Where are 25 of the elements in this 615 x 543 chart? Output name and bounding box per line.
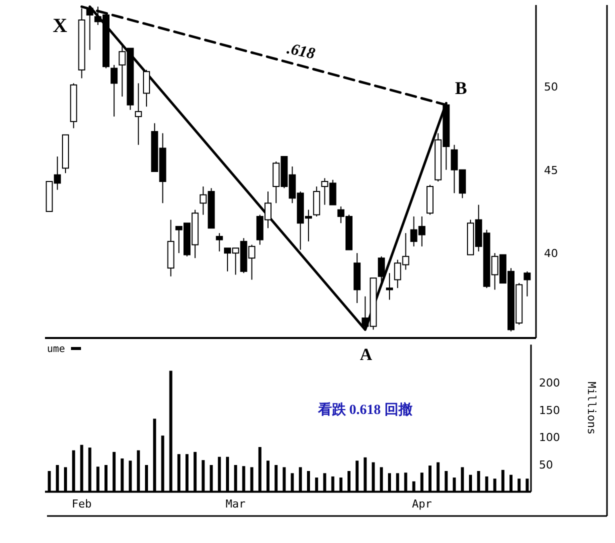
candlestick [143,69,150,108]
legend-label: ume [47,344,66,355]
y-tick-label: 200 [539,376,560,390]
annotation: A [360,345,373,364]
x-tick-label: Feb [72,498,92,511]
y-tick-label: 50 [539,458,553,472]
y-tick-label: 40 [544,247,558,260]
y-axis-title: Millions [585,382,598,435]
y-tick-label: 50 [544,80,558,94]
y-tick-label: 45 [544,164,558,177]
candlestick [524,270,531,297]
y-tick-label: 150 [539,404,560,417]
annotation: .618 [285,40,316,63]
candlestick [313,186,320,217]
annotation: X [52,15,68,37]
y-tick-label: 100 [539,431,560,444]
x-tick-label: Apr [412,498,432,511]
candlestick [378,256,385,284]
candlestick [386,272,393,300]
annotation: B [454,78,468,98]
candlestick [134,82,142,146]
x-tick-label: Mar [226,498,246,511]
candlestick [216,232,223,252]
candlestick [110,64,118,118]
annotation: 看跌 0.618 回撤 [316,401,412,418]
